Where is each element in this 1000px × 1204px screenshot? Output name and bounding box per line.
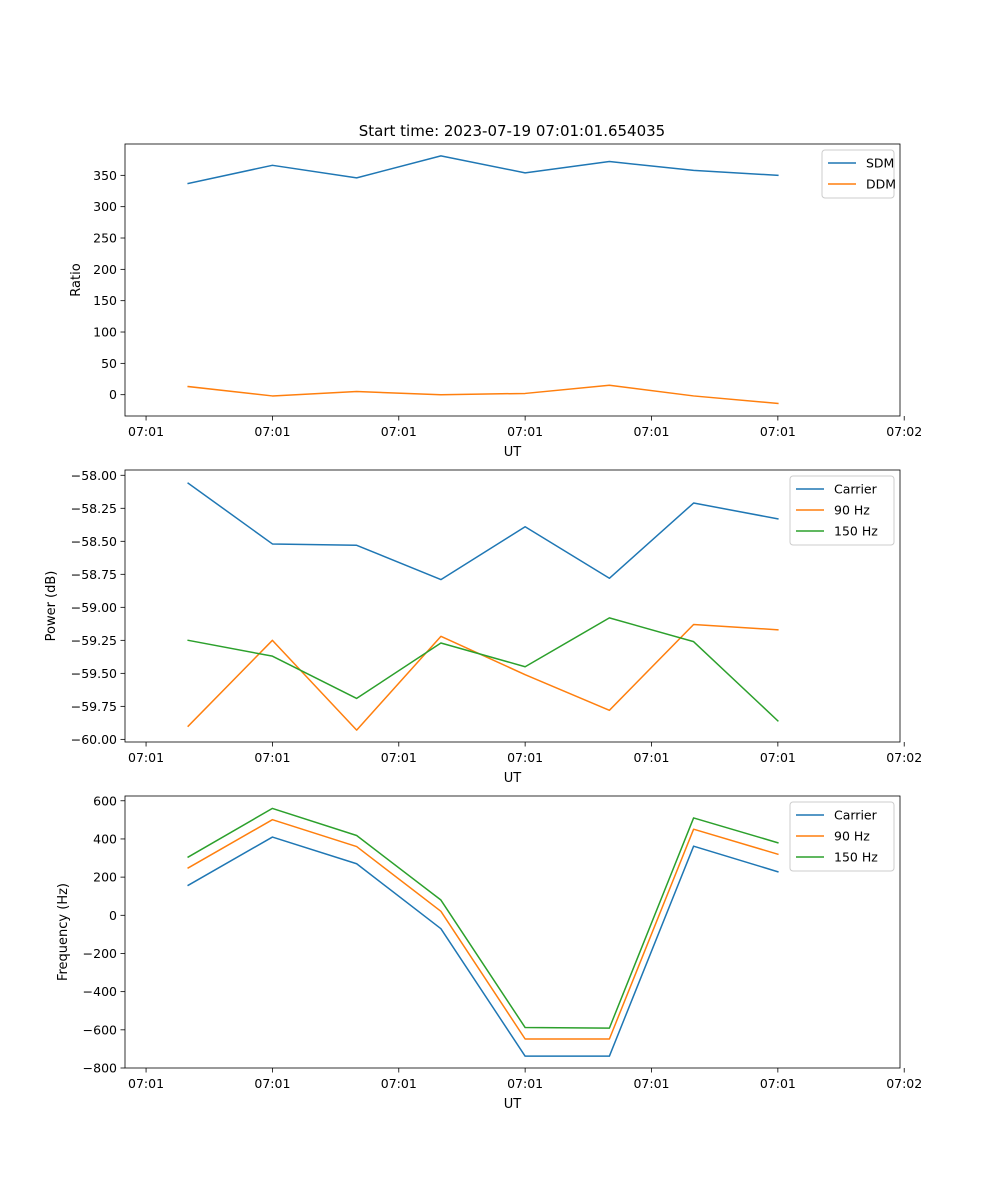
x-tick-label: 07:01 [254,750,290,765]
series-line-150-hz [187,807,779,1029]
x-tick-label: 07:02 [886,750,922,765]
y-tick-label: 200 [93,870,117,885]
legend: Carrier 90 Hz 150 Hz [789,475,895,546]
panel-2: 07:01 07:01 07:01 07:01 07:01 07:01 07:02 −58.0… [44,468,922,786]
x-tick-label: 07:01 [381,1076,417,1091]
y-tick-label: −600 [83,1022,117,1037]
axes-frame [124,469,901,743]
y-tick-label: −800 [83,1061,117,1076]
y-tick-label: −59.50 [71,666,117,681]
legend-box [789,801,895,872]
y-tick-label: 200 [93,262,117,277]
y-tick-label: −58.75 [71,567,117,582]
y-tick-label: −59.25 [71,633,117,648]
y-axis-label: Ratio [69,263,84,296]
x-axis-label: UT [504,771,522,786]
panel-1: 07:01 07:01 07:01 07:01 07:01 07:01 07:02 0 50 10… [69,143,922,460]
x-tick-label: 07:01 [128,750,164,765]
y-tick-label: −58.00 [71,468,117,483]
y-tick-label: −58.25 [71,501,117,516]
x-axis-label: UT [504,1097,522,1112]
legend: SDM DDM [821,149,896,199]
x-tick-label: 07:01 [633,1076,669,1091]
y-tick-label: −58.50 [71,534,117,549]
legend-label: 150 Hz [834,524,878,539]
y-tick-label: −200 [83,946,117,961]
x-tick-label: 07:01 [507,750,543,765]
x-tick-label: 07:01 [760,1076,796,1091]
axes-frame [124,143,901,417]
x-tick-label: 07:01 [633,750,669,765]
series-line-carrier [187,836,779,1057]
x-tick-label: 07:01 [760,750,796,765]
legend-box [789,475,895,546]
y-tick-label: 100 [93,325,117,340]
y-tick-label: −400 [83,984,117,999]
x-tick-label: 07:01 [633,424,669,439]
legend-label: 90 Hz [834,829,870,844]
y-tick-label: 600 [93,793,117,808]
y-tick-label: −59.00 [71,600,117,615]
series-line-150-hz [187,617,779,722]
y-tick-label: 300 [93,199,117,214]
x-tick-label: 07:01 [128,1076,164,1091]
y-axis-label: Power (dB) [44,571,59,642]
legend-label: Carrier [834,482,878,497]
legend-label: SDM [866,156,894,171]
legend-box [821,149,895,199]
legend-label: 90 Hz [834,503,870,518]
axes-frame [124,795,901,1069]
y-tick-label: −59.75 [71,699,117,714]
legend-label: DDM [866,177,896,192]
y-tick-label: 0 [109,908,117,923]
legend-label: Carrier [834,808,878,823]
x-tick-label: 07:01 [381,424,417,439]
y-tick-label: 0 [109,387,117,402]
x-axis-label: UT [504,445,522,460]
legend: Carrier 90 Hz 150 Hz [789,801,895,872]
y-axis-label: Frequency (Hz) [56,883,71,981]
y-tick-label: −60.00 [71,732,117,747]
series-line-sdm [187,155,779,185]
legend-label: 150 Hz [834,850,878,865]
x-tick-label: 07:01 [381,750,417,765]
x-tick-label: 07:02 [886,424,922,439]
x-tick-label: 07:01 [507,424,543,439]
y-tick-label: 50 [101,356,117,371]
x-tick-label: 07:01 [507,1076,543,1091]
y-tick-label: 150 [93,293,117,308]
x-tick-label: 07:01 [760,424,796,439]
series-line-90-hz [187,818,779,1040]
y-tick-label: 400 [93,831,117,846]
x-tick-label: 07:01 [128,424,164,439]
series-line-carrier [187,482,779,581]
figure-title: Start time: 2023-07-19 07:01:01.654035 [359,122,665,140]
y-tick-label: 250 [93,231,117,246]
panel-3: 07:01 07:01 07:01 07:01 07:01 07:01 07:02 600 40… [56,793,922,1112]
panels-group: 07:01 07:01 07:01 07:01 07:01 07:01 07:02 0 50 10… [44,143,922,1112]
y-tick-label: 350 [93,168,117,183]
x-tick-label: 07:01 [254,424,290,439]
x-tick-label: 07:02 [886,1076,922,1091]
x-tick-label: 07:01 [254,1076,290,1091]
series-line-ddm [187,384,779,405]
